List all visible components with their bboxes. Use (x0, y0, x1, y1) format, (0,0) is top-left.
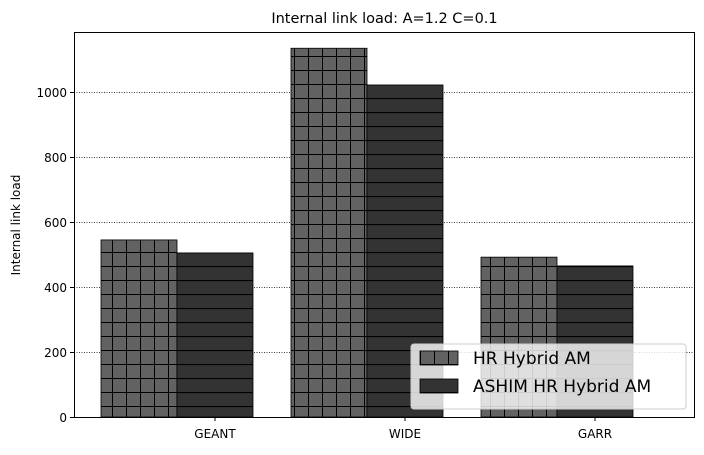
bar-wide-series-1 (290, 47, 368, 418)
y-tick-label: 400 (44, 281, 67, 295)
x-tick-label: GEANT (194, 427, 236, 441)
legend-box (410, 343, 687, 410)
legend-label: HR Hybrid AM (473, 349, 591, 369)
y-tick-label: 0 (59, 411, 67, 425)
legend-label: ASHIM HR Hybrid AM (473, 377, 651, 397)
legend: HR Hybrid AM ASHIM HR Hybrid AM (410, 343, 687, 410)
x-ticks: GEANT WIDE GARR (194, 417, 612, 441)
y-tick-label: 800 (44, 151, 67, 165)
y-tick-label: 1000 (36, 86, 67, 100)
y-tick-label: 600 (44, 216, 67, 230)
chart-title: Internal link load: A=1.2 C=0.1 (271, 11, 497, 27)
bar-geant-series-1 (100, 239, 178, 418)
y-tick-label: 200 (44, 346, 67, 360)
legend-swatch (419, 350, 459, 366)
x-tick-label: WIDE (389, 427, 421, 441)
y-axis-label: Internal link load (9, 175, 23, 276)
legend-swatch (419, 378, 459, 394)
plot-frame (74, 32, 695, 418)
bars (100, 47, 634, 418)
x-tick-label: GARR (578, 427, 612, 441)
y-ticks: 0 200 400 600 800 1000 (36, 86, 74, 425)
bar-geant-series-2 (176, 252, 254, 418)
